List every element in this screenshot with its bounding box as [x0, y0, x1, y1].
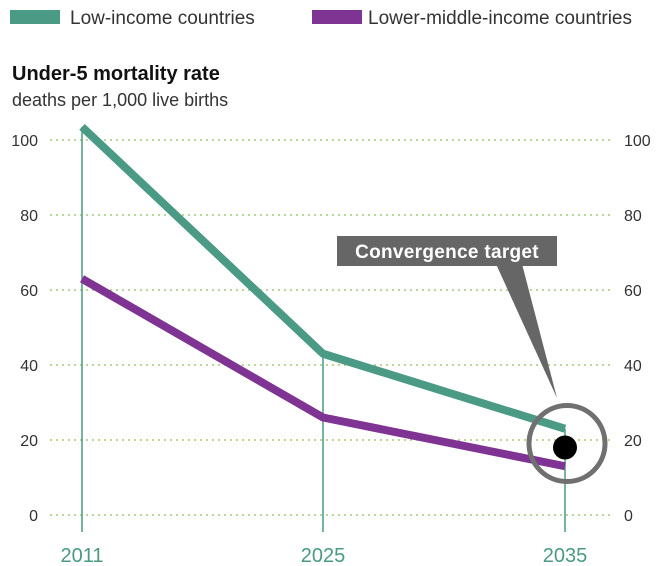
y-tick-right-40: 40 [624, 358, 642, 375]
y-tick-left-20: 20 [20, 433, 38, 450]
legend-swatch-2 [312, 10, 362, 24]
legend-swatch-1 [10, 10, 60, 24]
legend-label-1: Low-income countries [70, 8, 255, 29]
x-tick-2025: 2025 [301, 545, 346, 566]
annotation-pointer [496, 264, 557, 398]
target-ring [526, 403, 608, 484]
y-tick-right-0: 0 [624, 508, 633, 525]
convergence-annotation: Convergence target [337, 236, 608, 484]
y-axis-left: 0 20 40 60 80 100 [11, 133, 38, 525]
target-point [553, 435, 577, 460]
y-tick-left-0: 0 [29, 508, 38, 525]
chart-subtitle: deaths per 1,000 live births [12, 90, 228, 110]
legend: Low-income countries Lower-middle-income … [10, 8, 632, 29]
y-tick-right-80: 80 [624, 208, 642, 225]
legend-label-2: Lower-middle-income countries [368, 8, 632, 29]
y-tick-left-60: 60 [20, 283, 38, 300]
series-lines [79, 123, 567, 471]
y-tick-right-60: 60 [624, 283, 642, 300]
y-tick-left-100: 100 [11, 133, 38, 150]
annotation-box [337, 236, 557, 266]
y-tick-left-80: 80 [20, 208, 38, 225]
series-line-1 [79, 123, 567, 433]
x-axis: 2011 2025 2035 [60, 126, 588, 566]
y-tick-right-100: 100 [624, 133, 651, 150]
y-axis-right: 0 20 40 60 80 100 [624, 133, 651, 525]
series-line-2 [80, 275, 566, 471]
y-tick-left-40: 40 [20, 358, 38, 375]
y-tick-right-20: 20 [624, 433, 642, 450]
x-tick-2035: 2035 [543, 545, 588, 566]
chart-title: Under-5 mortality rate [12, 63, 220, 85]
annotation-label: Convergence target [355, 242, 539, 263]
x-tick-2011: 2011 [60, 545, 103, 566]
